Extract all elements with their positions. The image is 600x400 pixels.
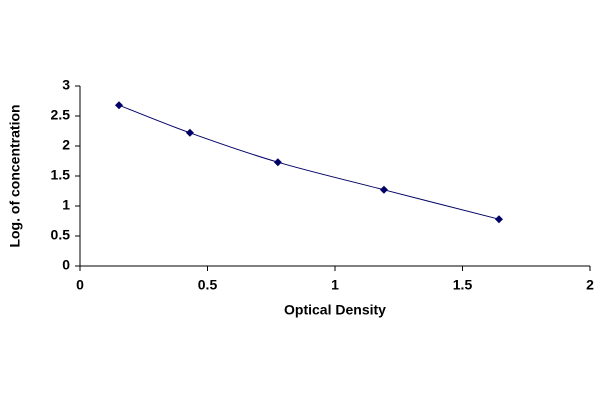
x-axis-label: Optical Density xyxy=(284,302,386,318)
y-tick-label: 3 xyxy=(62,77,70,93)
x-tick-label: 1.5 xyxy=(453,277,473,293)
y-tick-label: 2.5 xyxy=(51,107,71,123)
x-tick-label: 0.5 xyxy=(198,277,218,293)
point xyxy=(185,128,194,137)
point xyxy=(115,101,124,110)
y-axis-label: Log. of concentration xyxy=(7,104,23,247)
y-tick-label: 1.5 xyxy=(51,167,71,183)
y-tick-label: 0 xyxy=(62,257,70,273)
y-tick-label: 1 xyxy=(62,197,70,213)
x-tick-label: 0 xyxy=(76,277,84,293)
point xyxy=(494,215,503,224)
x-tick-label: 2 xyxy=(586,277,594,293)
fit-line xyxy=(118,104,500,220)
point xyxy=(273,158,282,167)
x-tick-label: 1 xyxy=(331,277,339,293)
y-tick-label: 0.5 xyxy=(51,227,71,243)
y-tick-label: 2 xyxy=(62,137,70,153)
point xyxy=(379,185,388,194)
